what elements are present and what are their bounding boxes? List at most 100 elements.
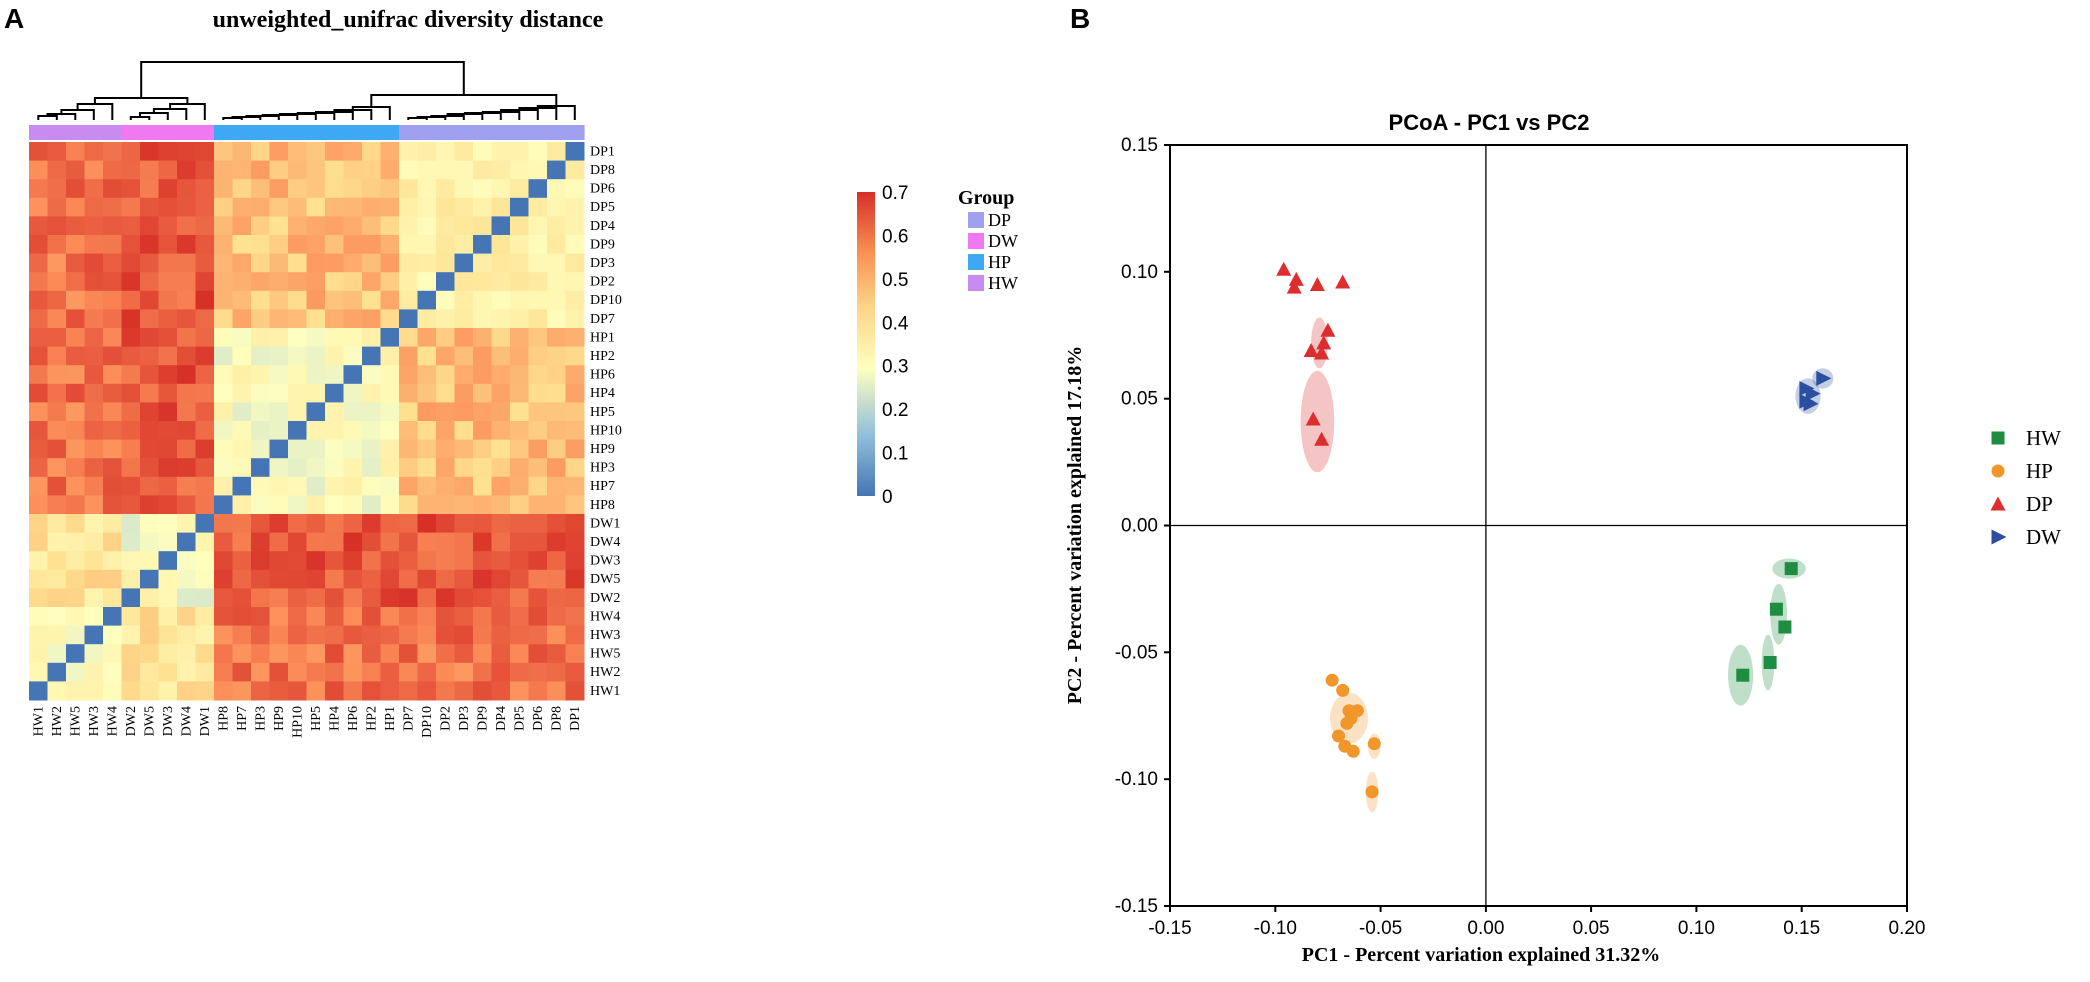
heatmap-cell	[29, 328, 48, 348]
row-label: HP7	[590, 479, 615, 494]
heatmap-cell	[325, 253, 344, 273]
heatmap-cell	[84, 383, 104, 403]
heatmap-cell	[565, 662, 585, 682]
heatmap-cell	[547, 421, 566, 441]
heatmap-cell	[121, 216, 141, 236]
heatmap-cell	[103, 365, 122, 385]
heatmap-cell	[269, 142, 289, 162]
heatmap-cell	[29, 197, 48, 217]
heatmap-cell	[288, 290, 307, 310]
group-bar-segment	[288, 125, 308, 140]
heatmap-cell	[103, 625, 122, 645]
group-color-bar	[29, 125, 585, 140]
heatmap-cell	[251, 197, 270, 217]
heatmap-cell	[121, 346, 141, 366]
heatmap-cell	[325, 644, 344, 664]
heatmap-cell	[66, 476, 85, 496]
heatmap-cell	[343, 476, 363, 496]
heatmap-cell	[103, 532, 122, 552]
group-bar-segment	[343, 125, 363, 140]
heatmap-cell	[177, 439, 196, 459]
heatmap-cell	[380, 588, 400, 608]
group-bar-segment	[84, 125, 104, 140]
heatmap-cell	[306, 439, 326, 459]
heatmap-cell	[177, 235, 196, 255]
heatmap-cell	[325, 607, 344, 627]
colorbar: 0.7 0.6 0.5 0.4 0.3 0.2 0.1 0	[857, 183, 909, 508]
heatmap-cell	[269, 216, 289, 236]
heatmap-cell	[528, 532, 548, 552]
heatmap-cell	[29, 253, 48, 273]
pcoa-point	[1332, 729, 1345, 743]
heatmap-cell	[510, 662, 529, 682]
heatmap-cell	[140, 607, 159, 627]
heatmap-cell	[380, 365, 400, 385]
pcoa-legend-label: HP	[2026, 459, 2053, 483]
heatmap-cell	[436, 346, 455, 366]
heatmap-cell	[306, 253, 326, 273]
row-label: HW1	[590, 684, 620, 699]
pcoa-legend: HW HP DP DW	[1990, 426, 2061, 549]
pcoa-legend-label: DP	[2026, 492, 2053, 516]
heatmap-cell	[362, 421, 381, 441]
heatmap-cell	[288, 476, 307, 496]
heatmap-cell	[214, 216, 233, 236]
heatmap-cell	[29, 272, 48, 292]
heatmap-cell	[547, 607, 566, 627]
heatmap-cell	[454, 365, 474, 385]
heatmap-cell	[380, 476, 400, 496]
heatmap-cell	[47, 439, 67, 459]
heatmap-cell	[269, 346, 289, 366]
heatmap-cell	[121, 607, 141, 627]
heatmap-cell	[269, 328, 289, 348]
heatmap-cell	[473, 197, 492, 217]
heatmap-cell	[269, 179, 289, 199]
heatmap-cell	[528, 272, 548, 292]
heatmap-cell	[103, 458, 122, 478]
heatmap-cell	[121, 160, 141, 180]
heatmap-cell	[140, 272, 159, 292]
heatmap-cell	[454, 160, 474, 180]
heatmap-cell	[343, 142, 363, 162]
heatmap-cell	[436, 179, 455, 199]
heatmap-cell	[325, 458, 344, 478]
heatmap-cell	[380, 383, 400, 403]
heatmap-cell	[417, 346, 437, 366]
heatmap-cell	[417, 216, 437, 236]
heatmap-cell	[66, 607, 85, 627]
heatmap-cell	[417, 514, 437, 534]
heatmap-cell	[325, 588, 344, 608]
heatmap-cell	[510, 644, 529, 664]
heatmap-cell	[417, 495, 437, 515]
heatmap-cell	[454, 681, 474, 701]
row-label: DP4	[590, 219, 615, 234]
heatmap-cell	[269, 551, 289, 571]
heatmap-cell	[565, 421, 585, 441]
heatmap-cell	[306, 179, 326, 199]
column-label: DP9	[475, 706, 490, 731]
heatmap-cell	[177, 476, 196, 496]
heatmap-cell	[436, 290, 455, 310]
heatmap-cell	[473, 179, 492, 199]
heatmap-cell	[454, 309, 474, 329]
heatmap-cell	[436, 532, 455, 552]
heatmap-cell	[47, 607, 67, 627]
row-label: HW5	[590, 647, 620, 662]
heatmap-cell	[325, 383, 344, 403]
colorbar-ticks: 0.7 0.6 0.5 0.4 0.3 0.2 0.1 0	[882, 183, 909, 508]
column-label: DP3	[457, 706, 472, 731]
dendrogram-link	[169, 103, 206, 120]
heatmap-cell	[84, 402, 104, 422]
heatmap-cell	[195, 662, 215, 682]
heatmap-cell	[491, 532, 511, 552]
heatmap-cell	[510, 607, 529, 627]
heatmap-cell	[158, 383, 178, 403]
heatmap-cell	[565, 551, 585, 571]
heatmap-cell	[306, 290, 326, 310]
heatmap-cell	[362, 328, 381, 348]
heatmap-cell	[140, 532, 159, 552]
heatmap-cell	[121, 644, 141, 664]
heatmap-cell	[121, 235, 141, 255]
heatmap-cell	[269, 439, 289, 459]
pcoa-y-axis-label: PC2 - Percent variation explained 17.18%	[1064, 346, 1086, 704]
